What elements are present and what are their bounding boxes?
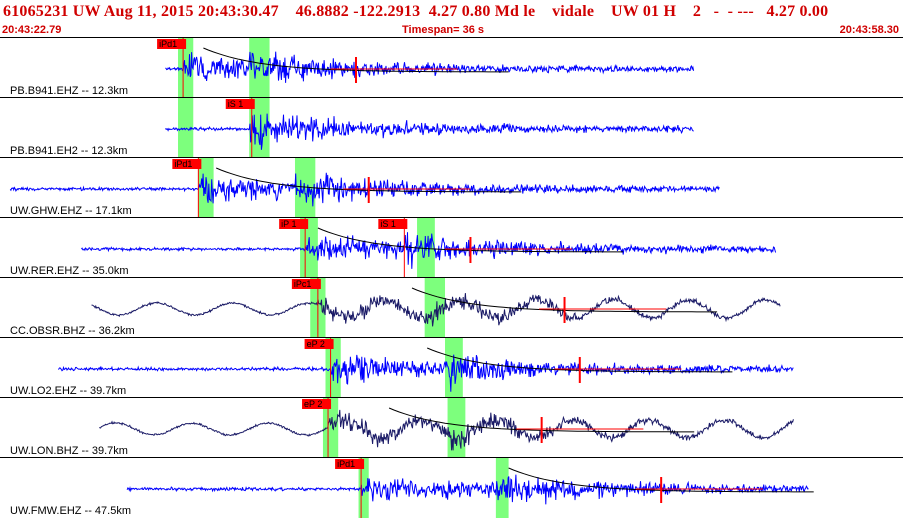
pick-label: iP 1 [281,219,296,229]
trace-panel[interactable]: eP 2 UW.LO2.EHZ -- 39.7km [0,337,903,398]
pick-label: iS 1 [380,219,396,229]
waveform-plot: iPd1 [126,458,814,518]
pick-flag [304,339,334,349]
trace-panel[interactable]: iPd1 UW.GHW.EHZ -- 17.1km [0,157,903,218]
station-label: CC.OBSR.BHZ -- 36.2km [10,325,135,337]
pick-label: iPc1 [294,279,312,289]
end-time-label: 20:43:58.30 [839,24,899,36]
analysis-window [445,338,463,398]
pick-flag [335,459,365,469]
pick-label: iPd1 [159,39,177,49]
analysis-window [300,218,318,278]
pick-label: iPd1 [337,459,355,469]
station-label: UW.GHW.EHZ -- 17.1km [10,205,132,217]
analysis-window [358,458,369,518]
start-time-label: 20:43:22.79 [2,24,62,36]
trace-panel[interactable]: eP 2 UW.LON.BHZ -- 39.7km [0,397,903,458]
station-label: PB.B941.EH2 -- 12.3km [10,145,128,157]
waveform-trace [165,51,695,83]
waveform-trace [9,172,720,207]
analysis-window [447,398,466,458]
trace-panel[interactable]: iP 1 iS 1 UW.RER.EHZ -- 35.0km [0,217,903,278]
trace-panel[interactable]: iPc1 CC.OBSR.BHZ -- 36.2km [0,277,903,338]
timespan-label: Timespan= 36 s [402,24,485,36]
pick-flag [291,279,321,289]
waveform-trace [126,474,809,505]
trace-panel[interactable]: iPd1 PB.B941.EHZ -- 12.3km [0,37,903,98]
pick-flag [157,39,187,49]
waveform-plot: iPd1 [9,158,720,218]
waveform-trace [164,113,694,150]
station-label: UW.LON.BHZ -- 39.7km [10,445,128,457]
waveform-plot: eP 2 [58,338,794,398]
waveform-trace [91,293,781,327]
pick-label: eP 2 [307,339,325,349]
waveform-trace [99,409,794,451]
event-title: 61065231 UW Aug 11, 2015 20:43:30.47 46.… [3,3,829,20]
waveform-trace [58,354,794,392]
station-label: UW.RER.EHZ -- 35.0km [10,265,129,277]
analysis-window [322,398,339,458]
analysis-window [249,98,270,158]
trace-panel[interactable]: iPd1 UW.FMW.EHZ -- 47.5km [0,457,903,518]
pick-label: iPd1 [174,159,192,169]
station-label: UW.FMW.EHZ -- 47.5km [10,505,131,517]
pick-flag [302,399,332,409]
seismogram-panels: iPd1 PB.B941.EHZ -- 12.3km iS 1 PB.B941.EH2… [0,37,903,520]
pick-label: eP 2 [304,399,322,409]
trace-panel[interactable]: iS 1 PB.B941.EH2 -- 12.3km [0,97,903,158]
waveform-plot: iPc1 [91,278,781,338]
waveform-plot: eP 2 [99,398,794,458]
pick-flag [279,219,309,229]
station-label: UW.LO2.EHZ -- 39.7km [10,385,127,397]
pick-flag [378,219,408,229]
waveform-plot: iP 1 iS 1 [81,218,777,278]
waveform-trace [81,232,777,269]
waveform-plot: iPd1 [157,38,695,98]
pick-label: iS 1 [228,99,244,109]
station-label: PB.B941.EHZ -- 12.3km [10,85,128,97]
pick-flag [172,159,202,169]
analysis-window [424,278,446,338]
event-header: 61065231 UW Aug 11, 2015 20:43:30.47 46.… [0,0,903,37]
pick-flag [225,99,255,109]
analysis-window [294,158,316,218]
waveform-plot: iS 1 [164,98,694,158]
analysis-window [178,98,194,158]
